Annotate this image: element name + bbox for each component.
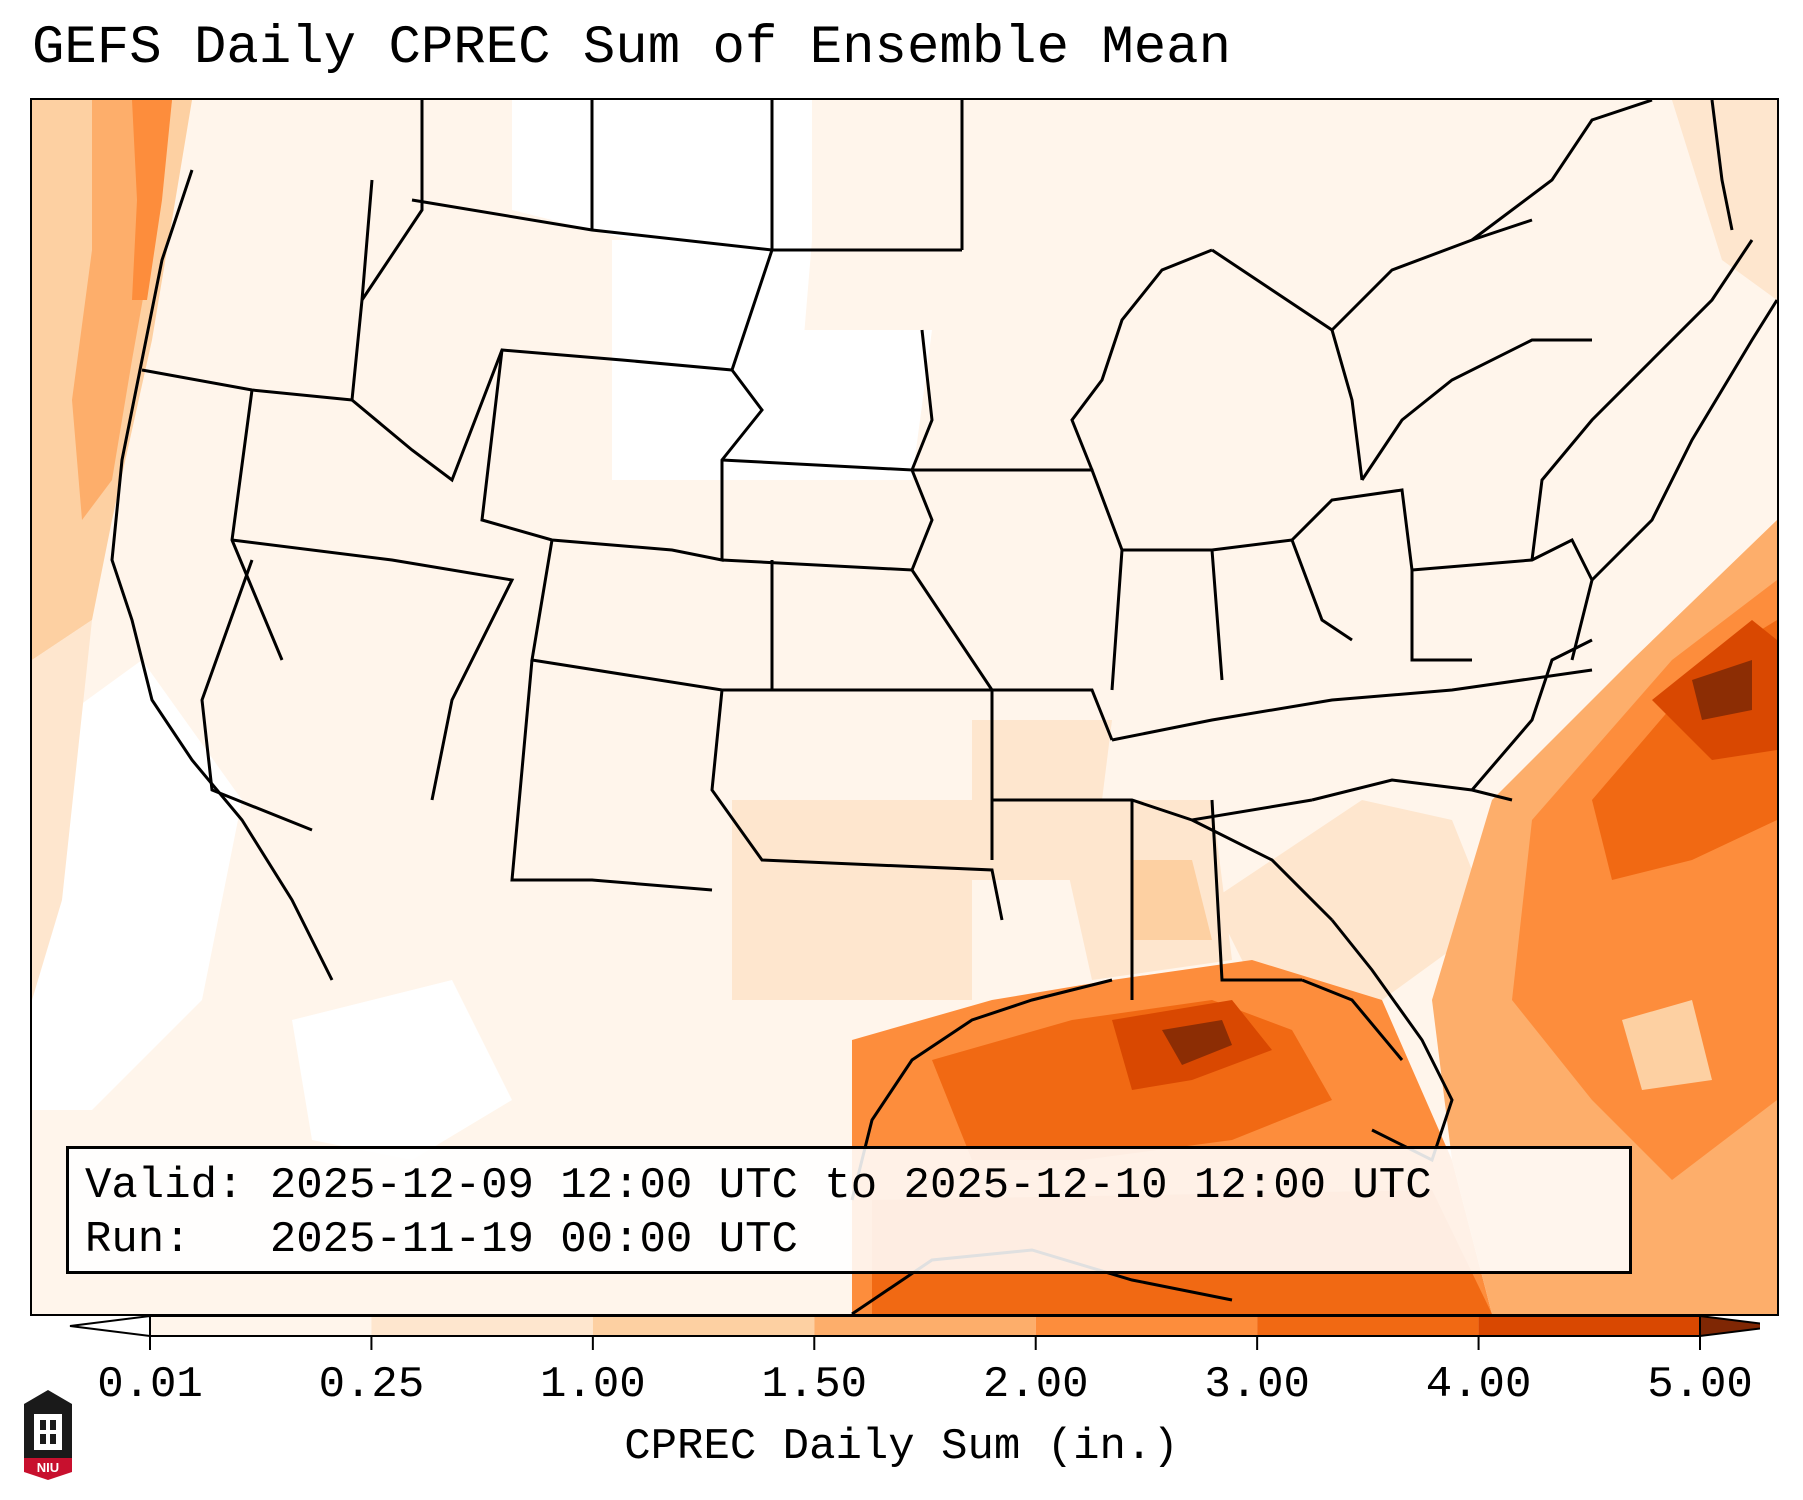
colorbar-cell (1478, 1316, 1700, 1336)
colorbar-tick-label: 1.50 (761, 1360, 868, 1410)
boundary-lines (110, 100, 1777, 1314)
map-title: GEFS Daily CPREC Sum of Ensemble Mean (32, 18, 1231, 79)
colorbar-tick-label: 5.00 (1647, 1360, 1753, 1410)
colorbar-over-arrow (1699, 1314, 1760, 1338)
precip-map (32, 100, 1777, 1314)
colorbar-tick-label: 1.00 (540, 1360, 646, 1410)
colorbar-cell (150, 1316, 372, 1336)
colorbar-cells (69, 1314, 1760, 1338)
colorbar-tick-labels: 0.01 0.25 1.00 1.50 2.00 3.00 4.00 5.00 (0, 1360, 1803, 1420)
colorbar-tick-label: 3.00 (1204, 1360, 1310, 1410)
svg-text:NIU: NIU (37, 1460, 59, 1475)
colorbar-frame (149, 1315, 1701, 1337)
colorbar-tickmarks (149, 1336, 1701, 1350)
colorbar-cell (1257, 1316, 1479, 1336)
colorbar-tick-label: 0.01 (97, 1360, 203, 1410)
precip-shading (32, 100, 1777, 1314)
run-time-text: Run: 2025-11-19 00:00 UTC (85, 1215, 798, 1265)
colorbar-cell (592, 1316, 815, 1336)
colorbar (69, 1314, 1760, 1350)
colorbar-label: CPREC Daily Sum (in.) (624, 1422, 1179, 1472)
valid-time-text: Valid: 2025-12-09 12:00 UTC to 2025-12-1… (85, 1161, 1432, 1211)
colorbar-under-arrow (69, 1314, 151, 1338)
colorbar-tick-label: 2.00 (982, 1360, 1089, 1410)
colorbar-tick-label: 4.00 (1425, 1360, 1532, 1410)
map-panel[interactable] (30, 98, 1779, 1316)
colorbar-tick-label: 0.25 (318, 1360, 425, 1410)
colorbar-cell (371, 1316, 593, 1336)
colorbar-cell (1035, 1316, 1258, 1336)
niu-logo-icon: NIU (24, 1390, 72, 1480)
colorbar-cell (814, 1316, 1036, 1336)
validity-info-box: Valid: 2025-12-09 12:00 UTC to 2025-12-1… (66, 1146, 1632, 1274)
